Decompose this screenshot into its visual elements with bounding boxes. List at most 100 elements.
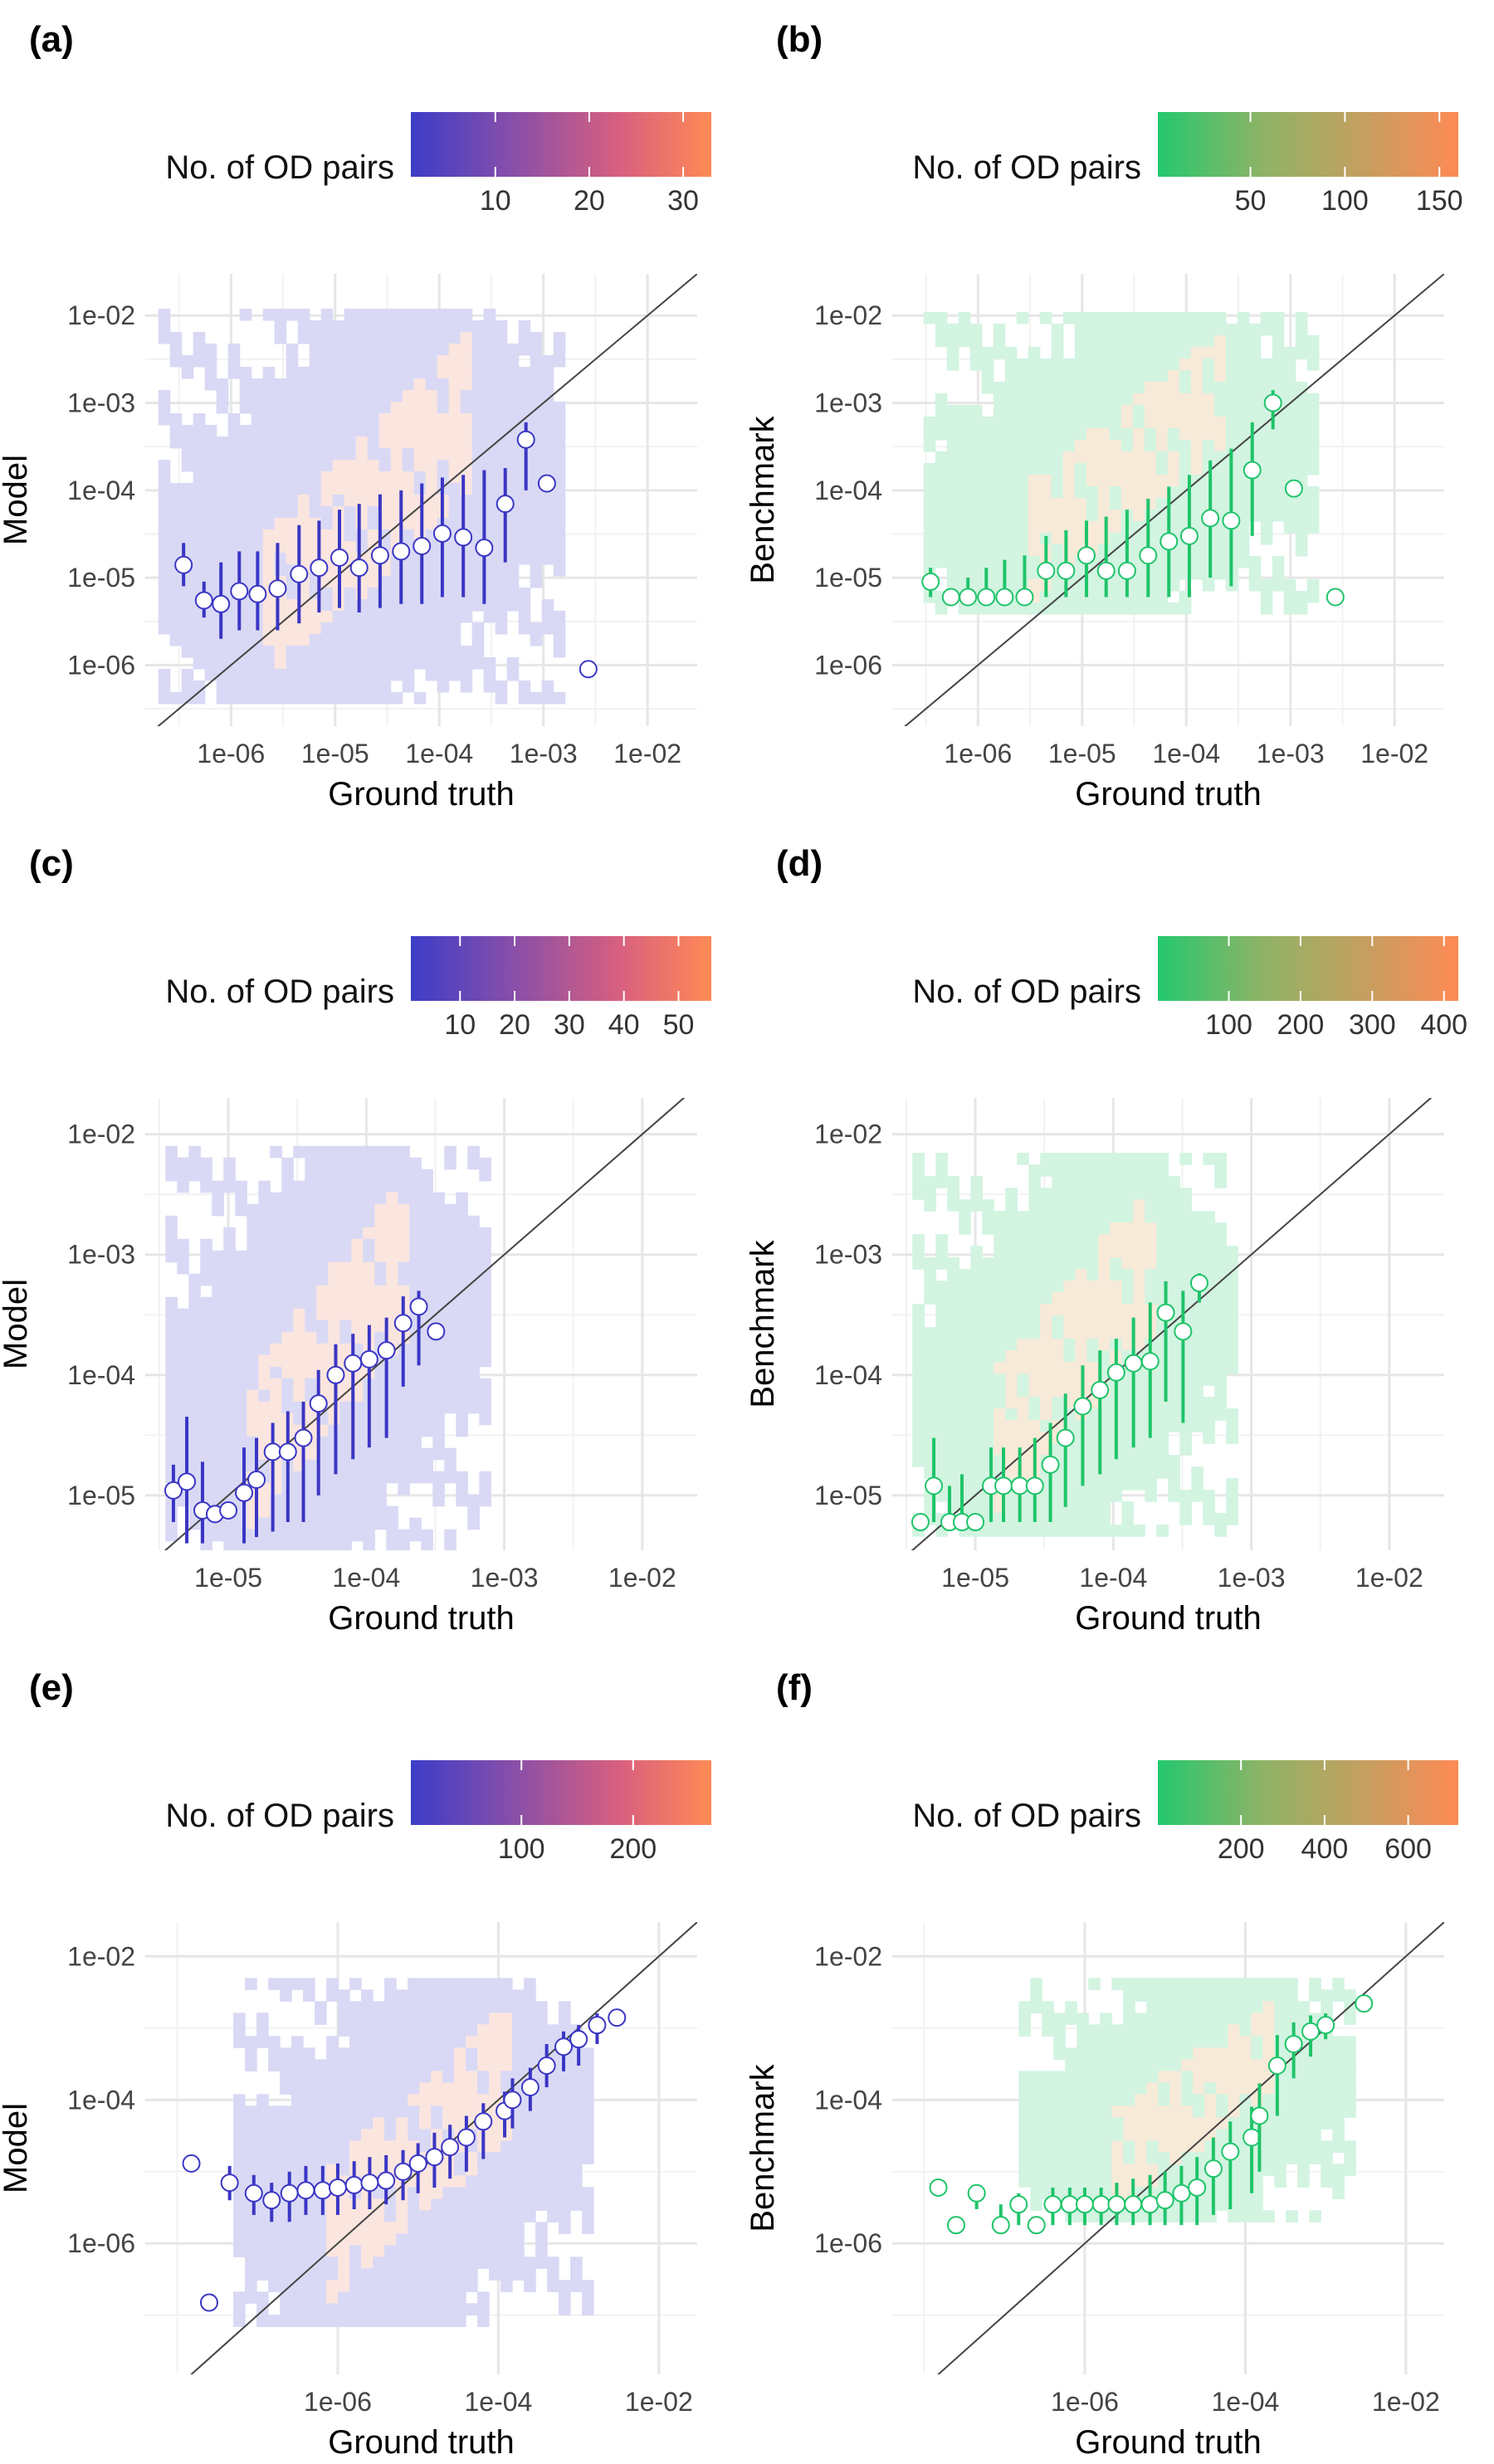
heatmap-cell	[390, 459, 403, 472]
heatmap-cell	[1202, 311, 1215, 324]
heatmap-cell	[547, 2268, 559, 2281]
heatmap-cell	[1225, 404, 1238, 417]
heatmap-cell	[1040, 1373, 1052, 1386]
heatmap-cell	[1228, 2001, 1240, 2013]
heatmap-cell	[223, 1436, 236, 1449]
heatmap-cell	[1179, 602, 1192, 615]
heatmap-cell	[994, 1373, 1006, 1386]
heatmap-cell	[204, 494, 217, 507]
heatmap-cell	[456, 1482, 468, 1495]
heatmap-cell	[421, 1238, 433, 1252]
heatmap-cell	[390, 622, 403, 635]
heatmap-cell	[479, 1331, 491, 1344]
heatmap-cell	[309, 331, 322, 344]
heatmap-cell	[1120, 427, 1134, 441]
heatmap-cell	[367, 308, 380, 321]
heatmap-cell	[489, 2222, 501, 2234]
heatmap-cell	[1202, 381, 1215, 394]
heatmap-cell	[344, 343, 357, 356]
heatmap-cell	[251, 691, 264, 705]
heatmap-cell	[442, 2036, 455, 2048]
median-point	[1117, 561, 1136, 580]
heatmap-cell	[1145, 1281, 1157, 1293]
x-tick-label: 1e-03	[510, 739, 578, 768]
heatmap-cell	[339, 1285, 352, 1298]
heatmap-cell	[1040, 1339, 1052, 1351]
heatmap-cell	[1110, 1164, 1122, 1177]
heatmap-cell	[1063, 1292, 1076, 1305]
heatmap-cell	[1167, 497, 1180, 510]
heatmap-cell	[258, 1180, 271, 1193]
heatmap-cell	[338, 2001, 350, 2013]
heatmap-cell	[1145, 1153, 1157, 1165]
heatmap-cell	[500, 1989, 513, 2002]
heatmap-cell	[442, 2303, 455, 2315]
heatmap-cell	[1004, 358, 1018, 371]
heatmap-cell	[471, 401, 485, 414]
heatmap-cell	[216, 680, 229, 693]
heatmap-cell	[1121, 1281, 1134, 1293]
heatmap-cell	[1017, 1234, 1029, 1247]
heatmap-cell	[1120, 334, 1134, 348]
heatmap-cell	[958, 416, 971, 429]
x-tick-label: 1e-04	[1152, 739, 1220, 768]
heatmap-cell	[297, 378, 310, 391]
heatmap-cell	[1213, 532, 1227, 545]
heatmap-cell	[286, 540, 299, 554]
heatmap-cell	[923, 555, 936, 568]
heatmap-cell	[1040, 1281, 1052, 1293]
heatmap-cell	[344, 505, 357, 519]
heatmap-cell	[1077, 2082, 1089, 2095]
heatmap-cell	[413, 494, 427, 507]
heatmap-cell	[559, 2198, 571, 2211]
heatmap-cell	[471, 575, 485, 588]
identity-line	[911, 1098, 1433, 1550]
heatmap-cell	[386, 1378, 398, 1391]
heatmap-cell	[1028, 1385, 1041, 1398]
heatmap-cell	[281, 1320, 294, 1333]
heatmap-cell	[1167, 334, 1180, 348]
heatmap-cell	[559, 2140, 571, 2153]
heatmap-cell	[396, 2140, 408, 2153]
heatmap-cell	[386, 1250, 398, 1263]
heatmap-cell	[1004, 381, 1018, 394]
heatmap-cell	[479, 1320, 491, 1333]
heatmap-cell	[1098, 1222, 1111, 1235]
heatmap-cell	[247, 1343, 259, 1356]
heatmap-cell	[326, 2152, 339, 2164]
heatmap-cell	[1156, 1466, 1169, 1479]
heatmap-cell	[165, 1238, 178, 1252]
colorbar-tick-label: 600	[1384, 1833, 1432, 1865]
heatmap-cell	[1145, 1292, 1157, 1305]
heatmap-cell	[1005, 1269, 1018, 1281]
heatmap-cell	[512, 2268, 525, 2281]
heatmap-cell	[1100, 2071, 1112, 2083]
heatmap-cell	[1226, 1408, 1238, 1421]
heatmap-cell	[1123, 2013, 1135, 2025]
heatmap-cell	[969, 334, 983, 348]
heatmap-cell	[421, 1459, 433, 1472]
heatmap-cell	[1216, 2071, 1228, 2083]
heatmap-cell	[349, 2047, 362, 2060]
heatmap-cell	[374, 1505, 387, 1519]
heatmap-cell	[970, 1281, 983, 1293]
heatmap-cell	[1052, 1153, 1064, 1165]
heatmap-cell	[293, 1354, 305, 1368]
heatmap-cell	[935, 1432, 948, 1444]
heatmap-cell	[374, 1169, 387, 1182]
median-point	[1156, 1303, 1175, 1322]
x-tick-label: 1e-02	[1360, 739, 1428, 768]
heatmap-cell	[1017, 1211, 1029, 1223]
heatmap-cell	[1005, 1222, 1018, 1235]
heatmap-cell	[181, 691, 194, 705]
heatmap-cell	[1077, 2175, 1089, 2188]
heatmap-cell	[280, 2071, 292, 2083]
heatmap-cell	[1225, 381, 1238, 394]
colorbar-tick-label: 50	[1235, 185, 1267, 217]
heatmap-cell	[448, 622, 461, 635]
heatmap-cell	[553, 412, 566, 426]
heatmap-cell	[1216, 2013, 1228, 2025]
heatmap-cell	[233, 2222, 246, 2234]
heatmap-cell	[1132, 485, 1145, 499]
heatmap-cell	[1155, 520, 1169, 534]
